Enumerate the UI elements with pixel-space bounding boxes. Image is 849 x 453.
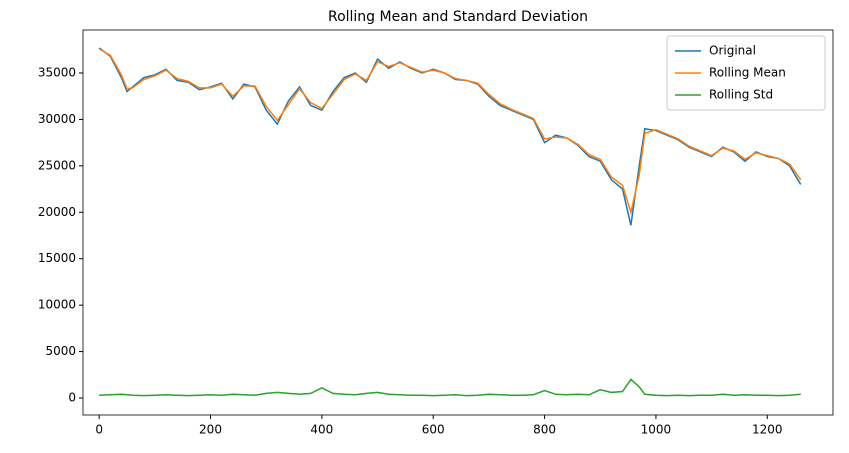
legend-label: Original: [709, 44, 756, 58]
y-tick-label: 25000: [38, 158, 76, 172]
legend-label: Rolling Mean: [709, 66, 786, 80]
legend-box: [666, 35, 826, 111]
y-tick-label: 35000: [38, 65, 76, 79]
x-tick-label: 800: [533, 423, 556, 437]
y-tick-label: 5000: [45, 344, 76, 358]
y-tick-label: 10000: [38, 298, 76, 312]
y-tick-label: 30000: [38, 112, 76, 126]
x-tick-label: 0: [95, 423, 103, 437]
chart-title: Rolling Mean and Standard Deviation: [328, 9, 588, 25]
y-tick-label: 0: [68, 391, 76, 405]
line-series: [98, 48, 802, 216]
x-tick-label: 600: [422, 423, 445, 437]
x-tick-label: 1000: [641, 423, 672, 437]
x-tick-label: 1200: [752, 423, 783, 437]
x-tick-label: 400: [310, 423, 333, 437]
x-tick-label: 200: [199, 423, 222, 437]
y-tick-label: 15000: [38, 251, 76, 265]
y-tick-label: 20000: [38, 205, 76, 219]
plot-frame: [82, 29, 834, 416]
line-series: [99, 378, 801, 397]
legend-label: Rolling Std: [709, 88, 773, 102]
